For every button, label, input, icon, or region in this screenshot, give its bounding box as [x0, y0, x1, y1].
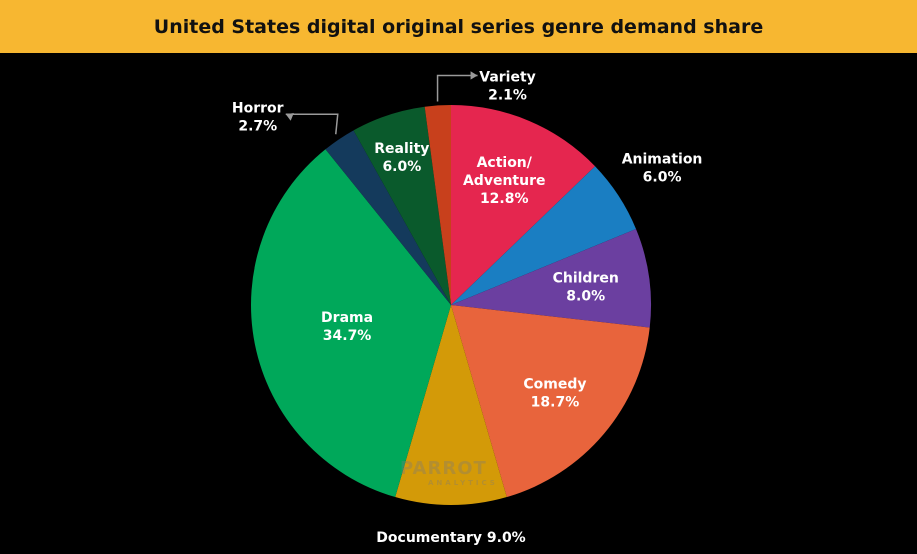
variety-name-label: Variety [479, 69, 536, 85]
slice-horror [325, 130, 451, 305]
slice-children [451, 229, 651, 328]
watermark-sub: ANALYTICS [428, 479, 498, 487]
reality-name-label: Reality [374, 141, 429, 157]
slice-comedy [451, 305, 650, 498]
pie-chart: Action/Adventure 12.8% Animation 6.0% Childr… [232, 69, 703, 546]
action-adventure-name-label: Adventure [463, 173, 546, 189]
animation-name-label: Animation [622, 151, 703, 167]
children-value-label: 8.0% [566, 288, 605, 304]
variety-leader-head [470, 71, 478, 80]
horror-name-label: Horror [232, 100, 284, 116]
parrot-analytics-watermark: PARROT ANALYTICS [400, 458, 498, 487]
action-adventure-value-label: 12.8% [480, 191, 529, 207]
slice-action-adventure [451, 105, 596, 305]
reality-value-label: 6.0% [382, 159, 421, 175]
variety-leader [436, 74, 478, 102]
variety-value-label: 2.1% [488, 87, 527, 103]
slice-drama [251, 149, 451, 498]
pie-labels: Action/Adventure 12.8% Animation 6.0% Childr… [232, 69, 703, 546]
children-name-label: Children [553, 270, 619, 286]
chart-title: United States digital original series ge… [153, 15, 764, 38]
animation-value-label: 6.0% [643, 169, 682, 185]
drama-name-label: Drama [321, 310, 373, 326]
slice-variety [424, 105, 451, 305]
comedy-name-label: Comedy [523, 377, 586, 393]
comedy-value-label: 18.7% [531, 395, 580, 411]
title-bar: United States digital original series ge… [0, 0, 917, 53]
action-adventure-name-label: Action/ [477, 155, 533, 171]
horror-leader-head [285, 112, 294, 121]
slice-animation [451, 166, 637, 305]
horror-leader [285, 113, 339, 135]
watermark-brand: PARROT [400, 458, 487, 479]
horror-value-label: 2.7% [238, 118, 277, 134]
slice-documentary [395, 305, 507, 505]
drama-value-label: 34.7% [323, 328, 372, 344]
pie-slices [251, 105, 651, 505]
slice-reality [353, 106, 451, 306]
documentary-name-label: Documentary 9.0% [376, 530, 525, 546]
